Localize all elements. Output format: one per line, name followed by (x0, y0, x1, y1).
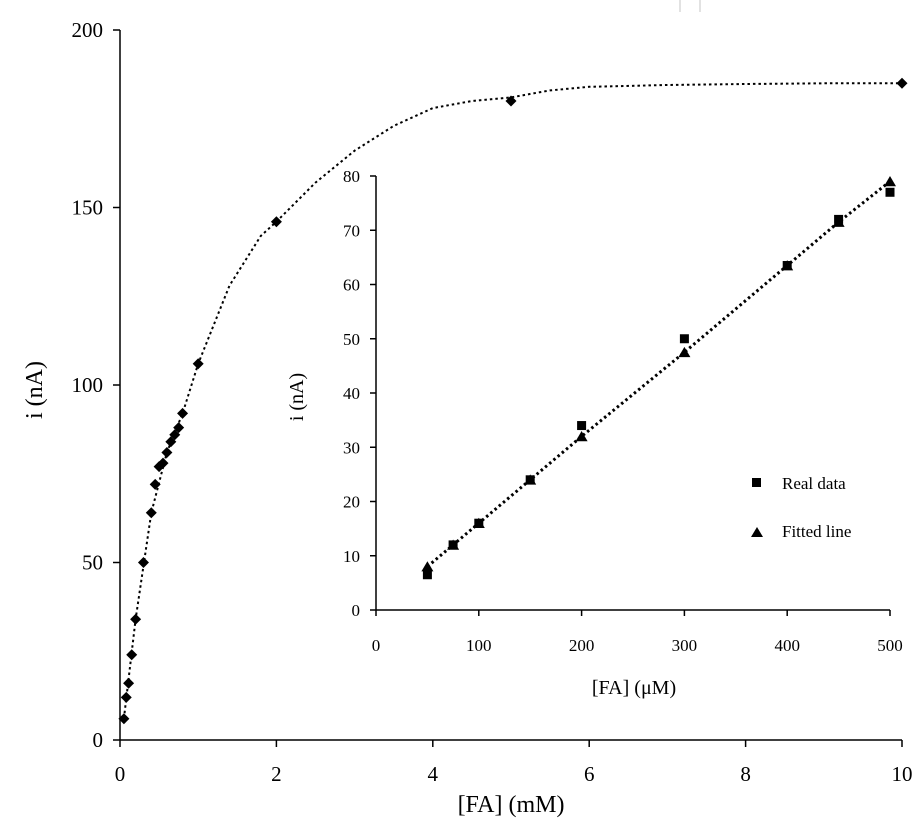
inset-fitted-point (781, 260, 794, 271)
inset-y-tick-label: 40 (343, 384, 360, 403)
inset-y-tick-label: 20 (343, 493, 360, 512)
inset-real-data-point (422, 570, 432, 580)
main-data-point (165, 436, 177, 448)
inset-y-tick-label: 10 (343, 547, 360, 566)
main-data-point (137, 557, 149, 568)
main-x-tick-label: 6 (584, 762, 595, 786)
main-data-point (177, 407, 189, 419)
inset-background (376, 176, 890, 612)
main-x-axis-label: [FA] (mM) (458, 792, 565, 818)
inset-x-tick-label: 100 (466, 636, 492, 655)
inset-y-axis-label: i (nA) (286, 373, 308, 421)
legend-label-fitted-line: Fitted line (782, 522, 851, 541)
main-series-line (122, 82, 902, 719)
main-y-tick-label: 150 (72, 196, 104, 220)
inset-x-tick-label: 400 (774, 636, 800, 655)
main-data-point (126, 649, 138, 661)
main-data-point (118, 713, 130, 725)
legend-marker-real-data (752, 478, 761, 487)
inset-y-tick-label: 50 (343, 330, 360, 349)
main-x-tick-label: 2 (271, 762, 282, 786)
inset-fitted-point (524, 474, 537, 485)
inset-fitted-point (678, 346, 691, 358)
inset-legend: Real data Fitted line (751, 474, 851, 541)
main-data-point (173, 422, 185, 434)
inset-y-tick-label: 80 (343, 167, 360, 186)
inset-x-tick-label: 300 (672, 636, 698, 655)
inset-fitted-point (575, 431, 588, 442)
main-data-point (123, 677, 135, 689)
main-x-tick-label: 10 (892, 762, 913, 786)
main-series-points (118, 77, 908, 725)
inset-x-tick-label: 200 (569, 636, 595, 655)
inset-y-tick-label: 60 (343, 276, 360, 295)
inset-fitted-point (421, 561, 434, 572)
main-data-point (896, 77, 908, 89)
main-x-tick-label: 4 (428, 762, 439, 786)
main-data-point (169, 429, 181, 441)
inset-fitted-point (447, 539, 460, 550)
main-data-point (270, 216, 282, 228)
main-x-tick-label: 8 (740, 762, 751, 786)
inset-ticks: 0 100 200 300 400 500 0 10 20 30 40 50 60 70 80 (343, 167, 903, 655)
main-y-tick-label: 200 (72, 18, 104, 42)
inset-x-tick-label: 500 (877, 636, 903, 655)
inset-fitted-line (426, 180, 891, 568)
inset-x-axis-label: [FA] (μM) (592, 677, 676, 699)
main-data-point (192, 358, 204, 370)
inset-series-points (421, 176, 896, 580)
main-y-tick-label: 0 (93, 728, 104, 752)
legend-label-real-data: Real data (782, 474, 846, 493)
main-data-point (149, 478, 161, 490)
inset-real-data-point (679, 334, 689, 344)
main-y-tick-label: 100 (72, 373, 104, 397)
inset-y-tick-label: 70 (343, 221, 360, 240)
main-x-tick-label: 0 (115, 762, 126, 786)
inset-axes (375, 176, 890, 612)
main-y-axis-label: i (nA) (22, 361, 48, 419)
legend-marker-fitted-line (751, 527, 763, 537)
inset-y-tick-label: 0 (352, 601, 361, 620)
main-y-tick-label: 50 (82, 551, 103, 575)
main-data-point (145, 507, 157, 519)
main-data-point (130, 613, 142, 625)
inset-real-data-point (577, 421, 587, 431)
main-data-point (157, 457, 169, 469)
main-data-point (120, 691, 132, 703)
top-corner-mark (679, 0, 701, 12)
inset-fitted-point (472, 517, 485, 528)
inset-y-tick-label: 30 (343, 438, 360, 457)
inset-fitted-point (832, 216, 845, 227)
inset-real-data-point (885, 187, 895, 197)
inset-x-tick-label: 0 (372, 636, 381, 655)
inset-fitted-point (884, 176, 896, 187)
main-data-point (505, 95, 517, 107)
main-data-point (161, 446, 173, 458)
